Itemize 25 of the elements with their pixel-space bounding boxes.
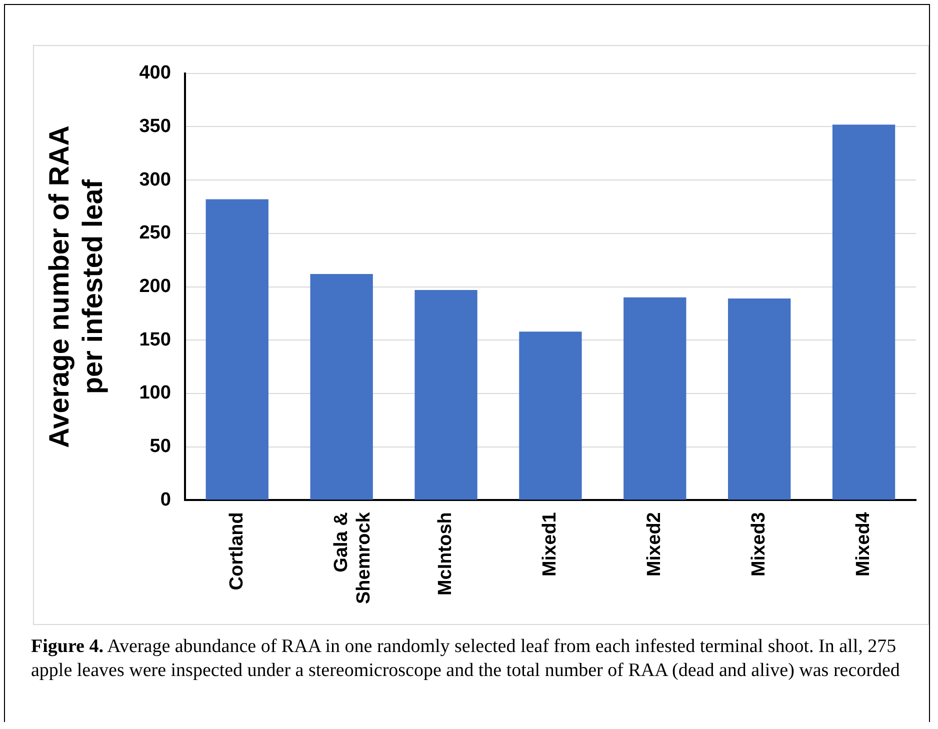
y-tick-label: 150 <box>139 329 171 350</box>
y-tick-label: 250 <box>139 222 171 244</box>
y-tick-label: 300 <box>139 169 171 190</box>
bar <box>624 297 686 500</box>
bar <box>728 298 791 500</box>
bar <box>832 124 896 500</box>
bar <box>206 199 268 500</box>
x-tick-label: McIntosh <box>435 512 456 596</box>
x-tick-label: Mixed3 <box>748 512 770 577</box>
y-tick-label: 350 <box>139 116 171 137</box>
x-tick-label: Cortland <box>226 512 248 590</box>
x-tick-label: Gala & Shemrock <box>330 512 375 604</box>
y-axis-title: Average number of RAA per infested leaf <box>44 125 108 448</box>
x-tick-label: Mixed1 <box>540 512 561 577</box>
bar <box>519 332 582 500</box>
bar <box>414 290 478 500</box>
y-tick-label: 50 <box>150 436 171 458</box>
x-tick-label: Mixed2 <box>644 512 666 577</box>
y-tick-label: 100 <box>139 382 171 404</box>
x-tick-label: Mixed4 <box>853 512 874 577</box>
bar <box>310 274 373 500</box>
y-tick-label: 400 <box>139 62 171 84</box>
y-tick-label: 200 <box>139 276 171 297</box>
y-tick-label: 0 <box>160 489 171 510</box>
caption: Figure 4. Average abundance of RAA in one randomly selected leaf from each infested terminal shoot. In all, 275 apple leaves were inspected under a stereomicroscope and the total number of RAA (dead and alive) was recorded <box>31 635 901 683</box>
